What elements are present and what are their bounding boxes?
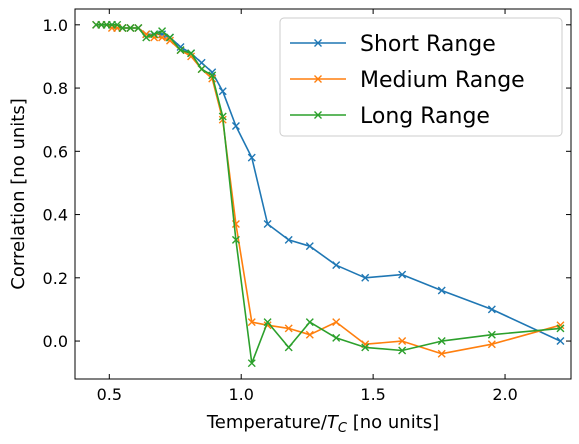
y-tick-label: 0.8 bbox=[43, 79, 68, 98]
data-point-marker bbox=[158, 33, 167, 42]
data-point-marker bbox=[437, 286, 446, 295]
x-tick-label: 0.5 bbox=[97, 385, 122, 404]
data-point-marker bbox=[263, 318, 272, 327]
data-point-marker bbox=[398, 346, 407, 355]
legend-label: Long Range bbox=[360, 104, 490, 129]
data-point-marker bbox=[142, 33, 151, 42]
data-point-marker bbox=[284, 324, 293, 333]
legend-marker bbox=[314, 39, 322, 47]
data-point-marker bbox=[247, 153, 256, 162]
x-axis-title-text: Temperature/ bbox=[206, 412, 328, 433]
data-point-marker bbox=[332, 261, 341, 270]
data-point-marker bbox=[134, 23, 143, 32]
data-point-marker bbox=[284, 343, 293, 352]
x-tick-label: 2.0 bbox=[492, 385, 517, 404]
data-point-marker bbox=[556, 324, 565, 333]
legend-label: Short Range bbox=[360, 32, 496, 57]
data-point-marker bbox=[332, 333, 341, 342]
data-point-marker bbox=[165, 36, 174, 45]
data-point-marker bbox=[187, 49, 196, 58]
data-point-marker bbox=[176, 42, 185, 51]
data-point-marker bbox=[263, 220, 272, 229]
legend-marker bbox=[314, 75, 322, 83]
legend: Short Range Medium Range Long Range bbox=[279, 17, 563, 137]
data-point-marker bbox=[487, 305, 496, 314]
data-point-marker bbox=[150, 30, 159, 39]
data-point-marker bbox=[487, 330, 496, 339]
data-point-marker bbox=[247, 318, 256, 327]
data-point-marker bbox=[305, 242, 314, 251]
data-point-marker bbox=[305, 330, 314, 339]
data-point-marker bbox=[231, 122, 240, 131]
x-tick-label: 1.0 bbox=[228, 385, 253, 404]
y-tick-label: 1.0 bbox=[43, 16, 68, 35]
x-axis-title-subscript: C bbox=[338, 421, 348, 436]
data-point-marker bbox=[332, 318, 341, 327]
data-point-marker bbox=[158, 27, 167, 36]
y-tick-label: 0.4 bbox=[43, 206, 68, 225]
data-point-marker bbox=[231, 235, 240, 244]
data-point-marker bbox=[118, 23, 127, 32]
data-point-marker bbox=[165, 33, 174, 42]
data-point-marker bbox=[361, 273, 370, 282]
x-axis-title-symbol: T bbox=[327, 412, 340, 433]
data-point-marker bbox=[487, 340, 496, 349]
ticks-layer: 0.5 1.0 1.5 2.0 0.0 0.2 0.4 0.6 0.8 1.0 bbox=[43, 9, 571, 404]
data-point-marker bbox=[398, 337, 407, 346]
data-point-marker bbox=[218, 112, 227, 121]
data-point-marker bbox=[305, 318, 314, 327]
y-tick-label: 0.2 bbox=[43, 269, 68, 288]
x-axis-title-units: [no units] bbox=[347, 412, 439, 433]
data-point-marker bbox=[361, 343, 370, 352]
y-tick-label: 0.6 bbox=[43, 142, 68, 161]
y-tick-label: 0.0 bbox=[43, 332, 68, 351]
plot-frame bbox=[74, 8, 572, 380]
data-point-marker bbox=[556, 337, 565, 346]
data-point-marker bbox=[187, 52, 196, 61]
y-axis-title: Correlation [no units] bbox=[8, 98, 29, 289]
series-3 bbox=[92, 20, 565, 368]
data-point-marker bbox=[556, 321, 565, 330]
data-point-marker bbox=[437, 349, 446, 358]
data-point-marker bbox=[197, 65, 206, 74]
legend-label: Medium Range bbox=[360, 68, 525, 93]
data-point-marker bbox=[284, 235, 293, 244]
legend-box bbox=[279, 17, 563, 137]
data-point-marker bbox=[437, 337, 446, 346]
series-layer bbox=[92, 20, 565, 368]
x-axis-title: Temperature/TC [no units] bbox=[206, 412, 439, 436]
x-tick-label: 1.5 bbox=[360, 385, 385, 404]
legend-marker bbox=[314, 111, 322, 119]
data-point-marker bbox=[208, 71, 217, 80]
data-point-marker bbox=[126, 23, 135, 32]
data-point-marker bbox=[398, 270, 407, 279]
data-point-marker bbox=[176, 46, 185, 55]
data-point-marker bbox=[218, 87, 227, 96]
series-line bbox=[96, 23, 561, 365]
data-point-marker bbox=[113, 20, 122, 29]
data-point-marker bbox=[247, 359, 256, 368]
